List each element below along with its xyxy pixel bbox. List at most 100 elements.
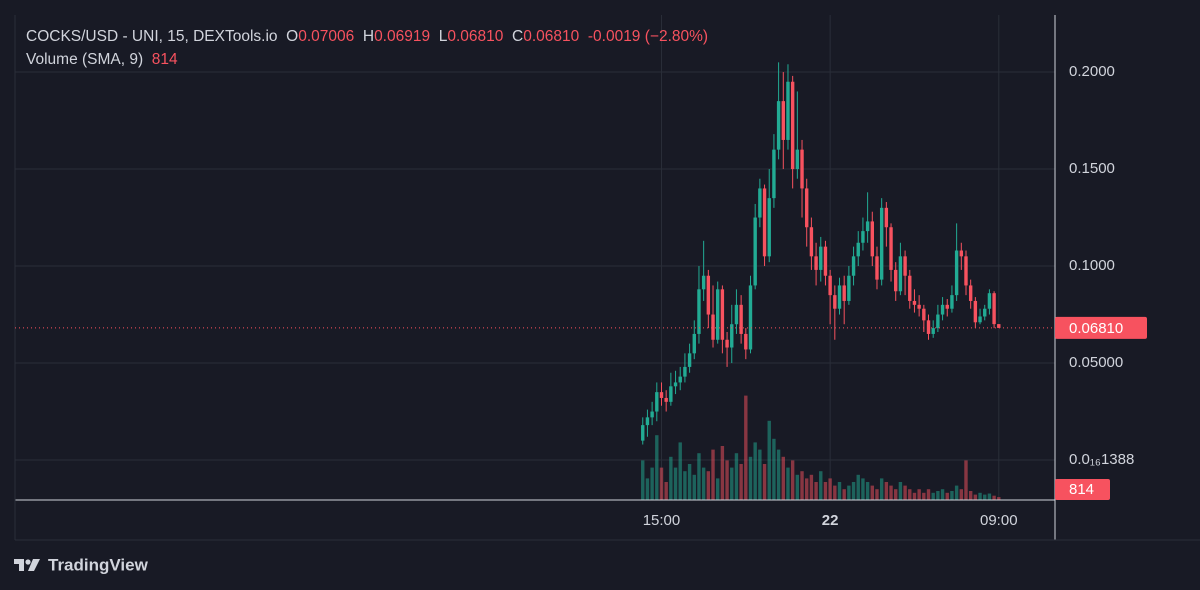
candle-body xyxy=(889,227,893,270)
candle-body xyxy=(997,324,1001,328)
volume-bar xyxy=(884,482,889,500)
volume-tag xyxy=(1055,479,1110,500)
volume-bar xyxy=(856,474,860,500)
volume-bar xyxy=(823,482,828,500)
candle-body xyxy=(753,217,757,286)
y-tick-label: 0.05000 xyxy=(1069,354,1123,371)
candle-body xyxy=(823,246,828,276)
volume-bar xyxy=(865,482,870,500)
candle-body xyxy=(875,256,879,280)
volume-bar xyxy=(945,492,949,500)
volume-bar xyxy=(983,494,987,500)
candle-body xyxy=(744,333,748,350)
candle-body xyxy=(645,417,650,426)
candle-body xyxy=(828,275,832,296)
low: 0.06810 xyxy=(447,28,504,45)
volume-bar xyxy=(968,491,973,500)
candle-body xyxy=(973,300,978,323)
volume-bar xyxy=(655,435,659,500)
volume-bar xyxy=(687,464,692,500)
volume-bar xyxy=(786,467,790,500)
volume-value: 814 xyxy=(151,51,178,68)
candle-body xyxy=(762,188,767,257)
volume-bar xyxy=(973,494,978,500)
volume-bar xyxy=(706,471,711,500)
volume-bar xyxy=(889,485,893,500)
volume-bar xyxy=(987,493,992,500)
candle-body xyxy=(879,207,884,280)
volume-tag-label: 814 xyxy=(1069,481,1094,498)
volume-bar xyxy=(875,489,879,500)
y-tick-label: 0.2000 xyxy=(1069,63,1115,80)
candle-body xyxy=(678,376,682,383)
candle-body xyxy=(926,320,931,334)
volume-bar xyxy=(936,491,940,500)
volume-bar xyxy=(903,485,907,500)
candle-body xyxy=(983,308,987,317)
candle-body xyxy=(664,397,668,402)
volume-bar xyxy=(645,478,650,500)
volume-bar xyxy=(669,456,673,500)
volume-bar xyxy=(851,482,856,500)
close: 0.06810 xyxy=(523,28,580,45)
candle-body xyxy=(968,285,973,301)
volume-bar xyxy=(744,395,748,500)
volume-bar xyxy=(730,467,734,500)
high: 0.06919 xyxy=(374,28,431,45)
candle-body xyxy=(898,256,903,292)
candle-body xyxy=(964,256,968,286)
volume-bar xyxy=(954,485,959,500)
volume-bar xyxy=(819,471,823,500)
candle-body xyxy=(940,304,945,315)
volume-bar xyxy=(964,460,968,500)
volume-bar xyxy=(725,460,729,500)
o-label: O xyxy=(286,28,299,45)
candle-body xyxy=(847,275,851,301)
x-tick-label: 15:00 xyxy=(643,512,681,529)
volume-bar xyxy=(734,453,739,500)
candle-body xyxy=(725,339,729,348)
candle-body xyxy=(945,304,949,309)
candle-body xyxy=(870,221,874,257)
volume-bar xyxy=(683,471,687,500)
symbol: COCKS/USD - UNI, 15, DEXTools.io xyxy=(26,28,278,45)
candle-body xyxy=(692,333,696,354)
volume-bar xyxy=(664,482,668,500)
candle-body xyxy=(748,285,753,350)
volume-bar xyxy=(879,478,884,500)
candle-body xyxy=(800,149,804,189)
candle-body xyxy=(697,289,701,334)
l-label: L xyxy=(438,28,448,45)
candle-body xyxy=(701,275,706,290)
volume-bar xyxy=(847,485,851,500)
candle-body xyxy=(922,308,926,321)
volume-bar xyxy=(678,442,682,500)
candle-body xyxy=(809,227,814,257)
y-tick-label: 0.1000 xyxy=(1069,257,1115,274)
volume-bar xyxy=(781,456,785,500)
candle-body xyxy=(884,207,889,228)
volume-bar xyxy=(758,449,762,500)
candle-body xyxy=(912,300,917,305)
volume-bar xyxy=(926,489,931,500)
x-tick-label: 22 xyxy=(822,512,839,529)
volume-bar xyxy=(720,446,725,500)
volume-bar xyxy=(673,467,678,500)
x-tick-label: 09:00 xyxy=(980,512,1018,529)
volume-bar xyxy=(800,471,804,500)
candle-body xyxy=(711,314,715,340)
candle-body xyxy=(865,221,870,232)
candle-body xyxy=(720,289,725,340)
candle-body xyxy=(819,246,823,270)
candle-body xyxy=(655,392,659,412)
volume-bar xyxy=(805,478,809,500)
candle-body xyxy=(837,285,842,309)
volume-bar xyxy=(809,474,814,500)
candle-body xyxy=(673,382,678,387)
candle-body xyxy=(659,392,664,398)
candle-body xyxy=(908,275,912,301)
candle-body xyxy=(767,198,771,257)
candle-body xyxy=(730,324,734,348)
